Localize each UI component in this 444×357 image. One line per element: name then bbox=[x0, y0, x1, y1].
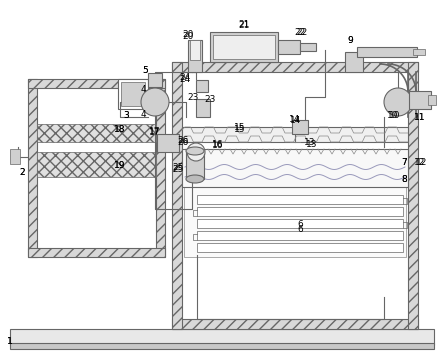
Text: 2: 2 bbox=[19, 167, 25, 176]
Text: 12: 12 bbox=[414, 157, 426, 166]
Bar bbox=[188, 40, 202, 72]
Text: 16: 16 bbox=[212, 141, 224, 150]
Bar bbox=[197, 207, 403, 216]
Text: 9: 9 bbox=[347, 35, 353, 45]
Bar bbox=[408, 62, 418, 329]
Text: 20: 20 bbox=[182, 31, 194, 40]
Bar bbox=[197, 219, 403, 228]
Bar bbox=[37, 88, 156, 248]
Ellipse shape bbox=[186, 147, 204, 155]
Bar bbox=[190, 40, 200, 60]
Bar bbox=[121, 82, 145, 106]
Text: 6: 6 bbox=[297, 220, 303, 228]
Text: 15: 15 bbox=[234, 125, 246, 134]
Text: 17: 17 bbox=[149, 127, 161, 136]
Bar bbox=[37, 124, 156, 142]
Bar bbox=[10, 149, 20, 164]
Text: 18: 18 bbox=[114, 125, 126, 134]
Bar bbox=[409, 91, 431, 109]
Bar bbox=[28, 79, 165, 88]
Circle shape bbox=[384, 88, 412, 116]
Bar bbox=[278, 40, 300, 54]
Bar bbox=[196, 99, 210, 117]
Bar bbox=[292, 120, 308, 134]
Text: 7: 7 bbox=[401, 157, 407, 166]
Bar bbox=[186, 151, 204, 179]
Text: 17: 17 bbox=[149, 126, 161, 136]
Text: 8: 8 bbox=[401, 175, 407, 183]
Text: 14: 14 bbox=[289, 115, 301, 124]
Text: 14: 14 bbox=[290, 116, 301, 125]
Text: 26: 26 bbox=[177, 137, 189, 146]
Text: 19: 19 bbox=[114, 161, 126, 170]
Text: 13: 13 bbox=[306, 140, 318, 149]
Text: 1: 1 bbox=[7, 337, 13, 346]
Text: 1: 1 bbox=[7, 337, 13, 346]
Circle shape bbox=[187, 143, 205, 161]
Text: 20: 20 bbox=[182, 30, 194, 39]
Text: 22: 22 bbox=[294, 27, 305, 36]
Text: 15: 15 bbox=[234, 122, 246, 131]
Text: 18: 18 bbox=[114, 125, 126, 134]
Text: 6: 6 bbox=[297, 225, 303, 233]
Text: 11: 11 bbox=[414, 112, 426, 121]
Bar bbox=[28, 79, 37, 257]
Text: 19: 19 bbox=[114, 161, 126, 170]
Text: 4: 4 bbox=[140, 85, 146, 94]
Bar bbox=[182, 149, 408, 187]
Ellipse shape bbox=[186, 175, 204, 183]
Text: 4: 4 bbox=[140, 110, 146, 119]
Text: 13: 13 bbox=[304, 137, 316, 146]
Bar bbox=[156, 79, 165, 257]
Text: 10: 10 bbox=[387, 111, 399, 120]
Text: 25: 25 bbox=[172, 162, 184, 171]
Text: 2: 2 bbox=[19, 167, 25, 176]
Text: 21: 21 bbox=[238, 20, 250, 30]
Bar bbox=[28, 248, 165, 257]
Text: 24: 24 bbox=[179, 75, 190, 84]
Bar bbox=[413, 49, 425, 55]
Text: 9: 9 bbox=[347, 35, 353, 45]
Bar bbox=[118, 79, 148, 109]
Bar bbox=[196, 80, 208, 92]
Bar bbox=[300, 43, 316, 51]
Text: 5: 5 bbox=[142, 65, 148, 75]
Bar bbox=[210, 32, 278, 62]
Bar bbox=[10, 329, 434, 345]
Bar bbox=[172, 319, 418, 329]
Text: 23: 23 bbox=[204, 95, 216, 104]
Text: 8: 8 bbox=[401, 175, 407, 183]
Bar bbox=[357, 47, 417, 57]
Text: 23: 23 bbox=[187, 92, 198, 101]
Bar bbox=[197, 195, 403, 204]
Text: 16: 16 bbox=[212, 140, 224, 149]
Text: 10: 10 bbox=[389, 111, 401, 120]
Bar bbox=[197, 231, 403, 240]
Bar bbox=[37, 152, 156, 177]
Bar bbox=[157, 134, 179, 152]
Text: 25: 25 bbox=[172, 165, 184, 174]
Text: 7: 7 bbox=[401, 157, 407, 166]
Text: 12: 12 bbox=[416, 157, 428, 166]
Bar bbox=[345, 52, 363, 72]
Text: 22: 22 bbox=[297, 27, 308, 36]
Bar bbox=[148, 73, 162, 87]
Bar bbox=[182, 127, 408, 142]
Bar bbox=[213, 35, 275, 59]
Bar bbox=[428, 95, 436, 105]
Text: 11: 11 bbox=[414, 112, 426, 121]
Text: 24: 24 bbox=[179, 72, 190, 81]
Text: 26: 26 bbox=[177, 136, 189, 145]
Bar bbox=[10, 343, 434, 349]
Circle shape bbox=[141, 88, 169, 116]
Bar bbox=[182, 72, 408, 319]
Text: 5: 5 bbox=[142, 65, 148, 75]
Text: 21: 21 bbox=[238, 20, 250, 29]
Bar bbox=[197, 243, 403, 252]
Bar bbox=[184, 187, 406, 257]
Text: 3: 3 bbox=[123, 111, 129, 120]
Text: 3: 3 bbox=[123, 111, 129, 120]
Bar bbox=[172, 62, 182, 329]
Bar bbox=[172, 62, 418, 72]
